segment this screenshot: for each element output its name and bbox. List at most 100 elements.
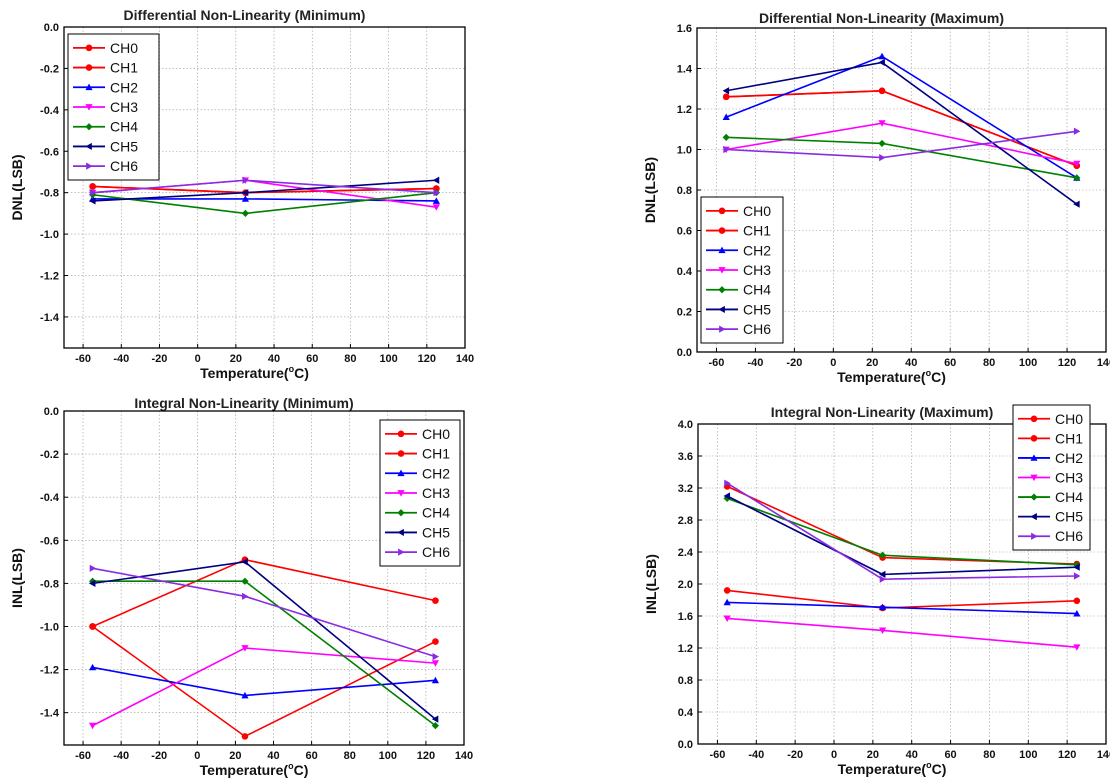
data-point-ch3 xyxy=(431,660,440,667)
x-tick-label: 120 xyxy=(1058,749,1076,761)
x-tick-label: 120 xyxy=(418,353,436,365)
x-tick-label: 140 xyxy=(456,353,474,365)
x-tick-label: -20 xyxy=(151,750,167,762)
legend-label: CH2 xyxy=(110,79,138,95)
legend-marker xyxy=(718,246,726,254)
y-axis-label: INL(LSB) xyxy=(643,554,659,614)
y-tick-label: -0.2 xyxy=(40,449,59,461)
y-axis-label: DNL(LSB) xyxy=(9,154,25,220)
legend-label: CH0 xyxy=(1055,411,1083,427)
data-point-ch6 xyxy=(879,575,887,583)
series-line-ch2 xyxy=(725,55,1078,179)
legend-marker xyxy=(1031,532,1038,540)
x-tick-label: 20 xyxy=(229,750,241,762)
x-tick-label: 0 xyxy=(194,750,200,762)
legend-label: CH6 xyxy=(743,321,771,337)
data-point-ch2 xyxy=(723,598,731,606)
legend-marker xyxy=(718,207,726,215)
legend-marker xyxy=(397,450,405,457)
y-tick-label: -1.4 xyxy=(40,312,60,324)
data-point-ch1 xyxy=(89,623,96,630)
data-point-ch4 xyxy=(88,577,97,585)
legend-label: CH4 xyxy=(1055,489,1083,505)
data-point-ch3 xyxy=(1073,644,1081,651)
y-axis-label: INL(LSB) xyxy=(9,548,25,608)
series-line-ch4 xyxy=(92,191,437,215)
data-point-ch0 xyxy=(1073,597,1081,605)
data-point-ch5 xyxy=(878,570,886,578)
legend-marker xyxy=(397,469,405,477)
plot-frame xyxy=(63,410,465,746)
series-line-ch2 xyxy=(727,601,1077,615)
data-point-ch5 xyxy=(241,189,249,197)
y-tick-label: -0.8 xyxy=(40,578,59,590)
x-tick-label: -40 xyxy=(748,749,764,761)
data-point-ch1 xyxy=(89,183,96,190)
x-tick-label: 20 xyxy=(867,749,879,761)
data-point-ch6 xyxy=(89,564,97,572)
series-line-ch3 xyxy=(726,122,1077,165)
data-point-ch3 xyxy=(878,120,886,127)
data-point-ch6 xyxy=(433,189,440,197)
x-tick-label: -60 xyxy=(75,750,91,762)
data-point-ch5 xyxy=(878,58,885,67)
x-tick-label: 100 xyxy=(1019,357,1037,369)
y-tick-label: 0.0 xyxy=(44,22,59,34)
legend-label: CH1 xyxy=(1055,430,1083,446)
y-tick-label: 1.4 xyxy=(677,64,693,76)
series-line-ch2 xyxy=(92,666,436,697)
data-point-ch3 xyxy=(1073,160,1081,168)
data-point-ch2 xyxy=(878,603,887,611)
data-point-ch6 xyxy=(432,653,440,661)
legend-label: CH6 xyxy=(1055,528,1083,544)
x-tick-label: 100 xyxy=(1019,749,1037,761)
y-tick-label: 3.6 xyxy=(678,451,693,463)
legend-marker xyxy=(85,123,93,131)
data-point-ch2 xyxy=(432,197,440,204)
y-tick-label: 4.0 xyxy=(678,419,693,431)
data-point-ch5 xyxy=(241,558,248,566)
y-tick-label: -0.6 xyxy=(40,535,59,547)
legend-marker xyxy=(1030,454,1038,461)
data-point-ch1 xyxy=(878,87,886,95)
legend-label: CH0 xyxy=(743,203,771,219)
y-tick-label: 2.0 xyxy=(678,579,693,591)
legend-label: CH3 xyxy=(422,485,450,501)
x-tick-label: 140 xyxy=(1097,357,1110,369)
legend-marker xyxy=(397,490,405,497)
data-point-ch4 xyxy=(723,494,731,502)
x-tick-label: 80 xyxy=(983,357,995,369)
data-point-ch1 xyxy=(722,93,730,101)
legend-marker xyxy=(86,162,93,170)
data-point-ch5 xyxy=(1073,200,1080,208)
chart-title: Integral Non-Linearity (Maximum) xyxy=(771,404,993,420)
legend-marker xyxy=(85,104,93,111)
data-point-ch2 xyxy=(1073,610,1081,617)
y-tick-label: -0.4 xyxy=(40,105,60,117)
data-point-ch1 xyxy=(241,733,249,740)
legend-marker xyxy=(1030,474,1038,482)
data-point-ch2 xyxy=(88,663,97,671)
y-tick-label: 1.6 xyxy=(678,611,693,623)
legend-marker xyxy=(397,528,404,537)
y-tick-label: 3.2 xyxy=(678,483,693,495)
data-point-ch2 xyxy=(241,195,250,202)
data-point-ch3 xyxy=(432,204,440,211)
x-tick-label: -40 xyxy=(113,750,129,762)
legend: CH0 CH1 CH2 CH3 CH4 CH5 CH6 xyxy=(700,196,784,344)
data-point-ch6 xyxy=(1073,572,1081,580)
data-point-ch5 xyxy=(1073,563,1080,571)
data-point-ch3 xyxy=(241,645,249,652)
x-axis-label: Temperature(oC) xyxy=(200,364,309,381)
legend-label: CH6 xyxy=(110,158,138,174)
legend-marker xyxy=(397,430,405,438)
legend-label: CH5 xyxy=(743,301,771,317)
x-tick-label: 100 xyxy=(379,353,397,365)
legend-marker xyxy=(397,509,405,517)
x-tick-label: -20 xyxy=(152,353,168,365)
plot-frame xyxy=(63,26,466,349)
x-tick-label: -20 xyxy=(786,357,802,369)
legend-label: CH5 xyxy=(110,138,138,154)
y-axis-label: DNL(LSB) xyxy=(642,157,658,223)
data-point-ch2 xyxy=(241,691,249,699)
